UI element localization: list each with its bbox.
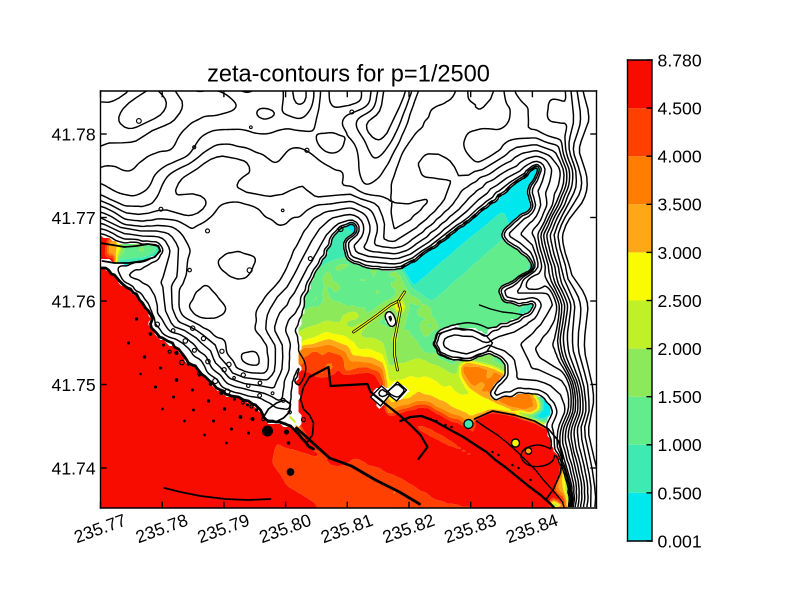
svg-text:3.000: 3.000: [658, 243, 702, 263]
svg-text:1.500: 1.500: [658, 387, 702, 407]
svg-text:2.500: 2.500: [658, 291, 702, 311]
svg-text:zeta-contours for p=1/2500: zeta-contours for p=1/2500: [207, 61, 490, 87]
svg-text:0.500: 0.500: [658, 483, 702, 503]
svg-text:41.76: 41.76: [52, 291, 96, 311]
svg-text:0.001: 0.001: [658, 531, 702, 551]
svg-text:41.75: 41.75: [52, 375, 96, 395]
svg-text:8.780: 8.780: [658, 50, 702, 70]
svg-text:3.500: 3.500: [658, 195, 702, 215]
svg-text:41.77: 41.77: [52, 208, 96, 228]
svg-text:4.000: 4.000: [658, 147, 702, 167]
svg-text:41.78: 41.78: [52, 124, 96, 144]
svg-text:1.000: 1.000: [658, 435, 702, 455]
svg-text:4.500: 4.500: [658, 98, 702, 118]
svg-text:41.74: 41.74: [52, 458, 96, 478]
svg-text:2.000: 2.000: [658, 339, 702, 359]
